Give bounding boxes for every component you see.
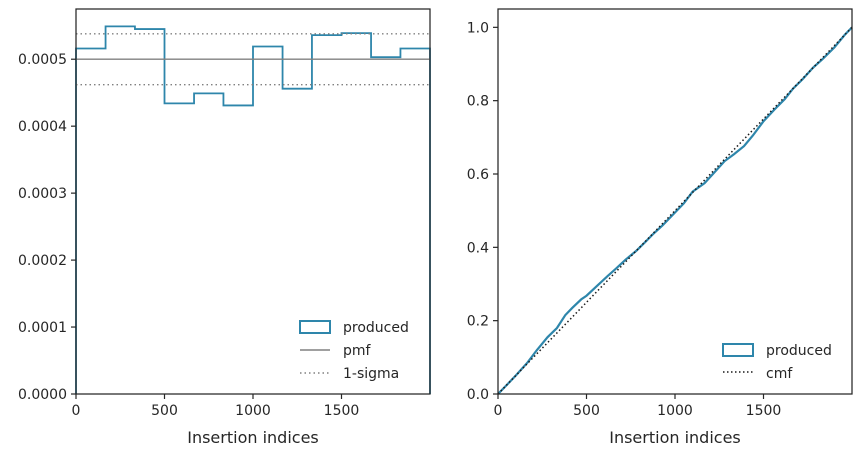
r-y-tick-label: 0.8 — [467, 94, 489, 110]
l-x-tick-label: 1500 — [324, 403, 360, 419]
right-legend-produced-label: produced — [766, 343, 832, 359]
right-x-ticks: 0 500 1000 1500 — [494, 394, 782, 419]
l-y-tick-label: 0.0001 — [18, 320, 67, 336]
r-produced-cdf-line — [497, 26, 853, 395]
left-legend-sigma-label: 1-sigma — [343, 366, 399, 382]
r-x-tick-label: 1500 — [746, 403, 782, 419]
r-cmf-line — [497, 26, 853, 395]
r-y-tick-label: 0.2 — [467, 314, 489, 330]
r-y-tick-label: 0.6 — [467, 167, 489, 183]
right-axes-frame — [497, 8, 853, 395]
left-x-axis-label: Insertion indices — [187, 428, 319, 447]
left-panel: 0 500 1000 1500 0.00000.00010.00020.00030.0… — [18, 8, 431, 447]
l-y-tick-label: 0.0005 — [18, 52, 67, 68]
r-y-tick-label: 0.4 — [467, 240, 489, 256]
l-y-tick-label: 0.0002 — [18, 253, 67, 269]
r-y-tick-label: 1.0 — [467, 20, 489, 36]
right-legend-cmf-label: cmf — [766, 366, 793, 382]
l-produced-histogram-step — [75, 25, 431, 394]
left-x-ticks: 0 500 1000 1500 — [72, 394, 360, 419]
right-legend-produced-swatch — [722, 343, 754, 357]
left-legend-pmf-label: pmf — [343, 343, 372, 359]
right-panel: 0 500 1000 1500 0.0 0.2 0.4 0.6 0.8 1.0 Insertio… — [467, 8, 853, 447]
right-y-ticks: 0.0 0.2 0.4 0.6 0.8 1.0 — [467, 20, 498, 403]
l-x-tick-label: 500 — [151, 403, 178, 419]
r-x-tick-label: 0 — [494, 403, 503, 419]
right-legend: produced cmf — [722, 343, 832, 382]
left-plot-area — [75, 25, 431, 394]
r-x-tick-label: 500 — [573, 403, 600, 419]
right-plot-area — [497, 26, 853, 395]
l-x-tick-label: 0 — [72, 403, 81, 419]
r-x-tick-label: 1000 — [657, 403, 693, 419]
l-y-tick-label: 0.0000 — [18, 387, 67, 403]
l-x-tick-label: 1000 — [235, 403, 271, 419]
left-legend-produced-label: produced — [343, 320, 409, 336]
left-legend-produced-swatch — [299, 320, 331, 334]
right-x-axis-label: Insertion indices — [609, 428, 741, 447]
left-legend: produced pmf 1-sigma — [299, 320, 409, 382]
l-y-tick-label: 0.0004 — [18, 119, 67, 135]
left-y-ticks: 0.0000 0.0001 0.0002 0.0003 0.0004 0.0005 — [18, 52, 76, 403]
l-y-tick-label: 0.0003 — [18, 186, 67, 202]
r-y-tick-label: 0.0 — [467, 387, 489, 403]
